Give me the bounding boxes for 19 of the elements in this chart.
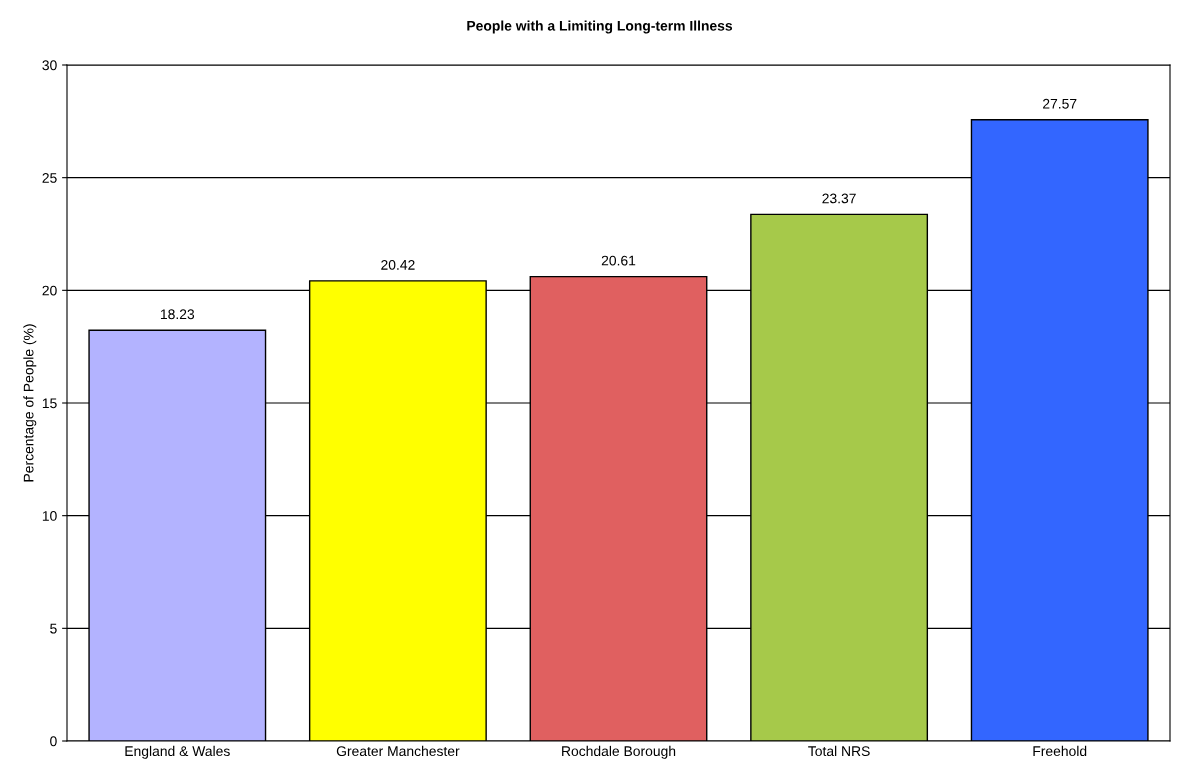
data-label: 23.37 xyxy=(822,193,856,204)
data-label: 27.57 xyxy=(1043,98,1077,109)
data-label: 20.61 xyxy=(601,255,636,266)
y-tick-label: 10 xyxy=(42,511,57,521)
y-tick-label: 5 xyxy=(50,623,57,634)
data-label: 18.23 xyxy=(160,309,195,320)
chart-title: People with a Limiting Long-term Illness xyxy=(467,20,733,34)
y-tick-label: 0 xyxy=(50,736,57,747)
x-tick-label: Freehold xyxy=(1033,745,1087,757)
y-axis-title: Percentage of People (%) xyxy=(23,324,37,482)
y-tick-label: 20 xyxy=(42,285,57,296)
x-tick-label: England & Wales xyxy=(125,745,230,759)
x-tick-label: Rochdale Borough xyxy=(562,745,676,759)
y-tick-label: 15 xyxy=(42,398,57,409)
y-tick-label: 30 xyxy=(42,60,57,71)
y-tick-label: 25 xyxy=(42,173,57,183)
x-tick-label: Greater Manchester xyxy=(336,745,460,757)
x-tick-label: Total NRS xyxy=(808,745,870,757)
data-label: 20.42 xyxy=(381,259,415,270)
